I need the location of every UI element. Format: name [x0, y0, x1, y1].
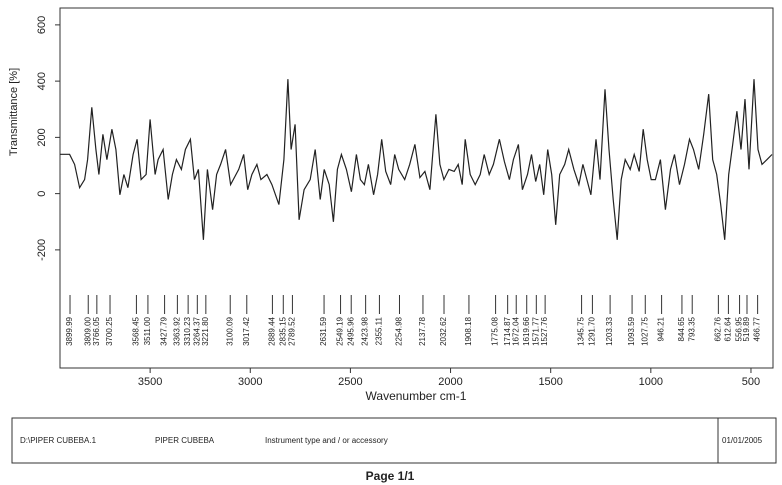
footer-date: 01/01/2005 [722, 436, 763, 445]
peak-label: 2549.19 [336, 316, 345, 345]
y-tick-label: 400 [36, 72, 48, 90]
x-tick-label: 3500 [138, 376, 162, 388]
peak-label: 3809.00 [83, 316, 92, 345]
peak-label: 1775.08 [491, 316, 500, 345]
peak-label: 3310.23 [183, 316, 192, 345]
peak-label: 2889.44 [268, 316, 277, 345]
footer-box [11, 417, 777, 464]
x-tick-label: 2000 [438, 376, 462, 388]
footer-file: D:\PIPER CUBEBA.1 [20, 436, 97, 445]
peak-label: 3427.79 [160, 316, 169, 345]
y-axis-label: Transmittance [%] [8, 68, 20, 156]
peak-label: 2355.11 [375, 316, 384, 345]
peak-label: 1672.04 [511, 316, 520, 345]
peak-label: 793.35 [687, 316, 696, 341]
peak-label: 3264.37 [192, 316, 201, 345]
peak-label: 612.64 [724, 316, 733, 341]
peak-label: 844.65 [677, 316, 686, 341]
x-tick-label: 1500 [538, 376, 562, 388]
footer-sample: PIPER CUBEBA [155, 436, 215, 445]
plot-frame [59, 7, 774, 369]
peak-label: 3568.45 [132, 316, 141, 345]
peak-label: 1908.18 [464, 316, 473, 345]
peak-label: 3017.42 [242, 316, 251, 345]
peak-label: 2835.15 [278, 316, 287, 345]
peak-label: 1714.87 [503, 316, 512, 345]
peak-label: 2631.59 [319, 316, 328, 345]
peak-label: 2137.78 [418, 316, 427, 345]
peak-label: 1093.59 [627, 316, 636, 345]
x-tick-label: 500 [742, 376, 760, 388]
peak-label: 1203.33 [605, 316, 614, 345]
peak-label: 3221.80 [201, 316, 210, 345]
y-tick-label: 200 [36, 128, 48, 146]
y-tick-label: 0 [36, 191, 48, 197]
page-label: Page 1/1 [366, 469, 415, 483]
peak-label: 2254.98 [395, 316, 404, 345]
peak-label: 2032.62 [439, 316, 448, 345]
y-tick-label: 600 [36, 16, 48, 34]
x-tick-label: 1000 [639, 376, 663, 388]
peak-label: 556.95 [735, 316, 744, 341]
peak-label: 519.89 [742, 316, 751, 341]
x-tick-label: 3000 [238, 376, 262, 388]
x-tick-label: 2500 [338, 376, 362, 388]
peak-label: 1527.76 [540, 316, 549, 345]
peak-label: 3100.09 [225, 316, 234, 345]
spectrum-line [60, 79, 773, 240]
x-axis-label: Wavenumber cm-1 [366, 389, 467, 403]
peak-label: 2495.96 [346, 316, 355, 345]
footer-instrument: Instrument type and / or accessory [265, 436, 388, 445]
peak-label: 1291.70 [588, 316, 597, 345]
peak-label: 1571.77 [531, 316, 540, 345]
peak-label: 1619.66 [522, 316, 531, 345]
peak-label: 3700.25 [105, 316, 114, 345]
peak-label: 1345.75 [577, 316, 586, 345]
peak-label: 3363.92 [172, 316, 181, 345]
peak-label: 3766.05 [92, 316, 101, 345]
peak-label: 662.76 [713, 316, 722, 341]
peak-label: 946.21 [657, 316, 666, 341]
peak-label: 2789.52 [288, 316, 297, 345]
peak-label: 2423.98 [361, 316, 370, 345]
peak-label: 3899.99 [65, 316, 74, 345]
peak-label: 466.77 [753, 316, 762, 341]
y-tick-label: -200 [36, 239, 48, 261]
peak-label: 3511.00 [143, 316, 152, 345]
peak-label: 1027.75 [640, 316, 649, 345]
